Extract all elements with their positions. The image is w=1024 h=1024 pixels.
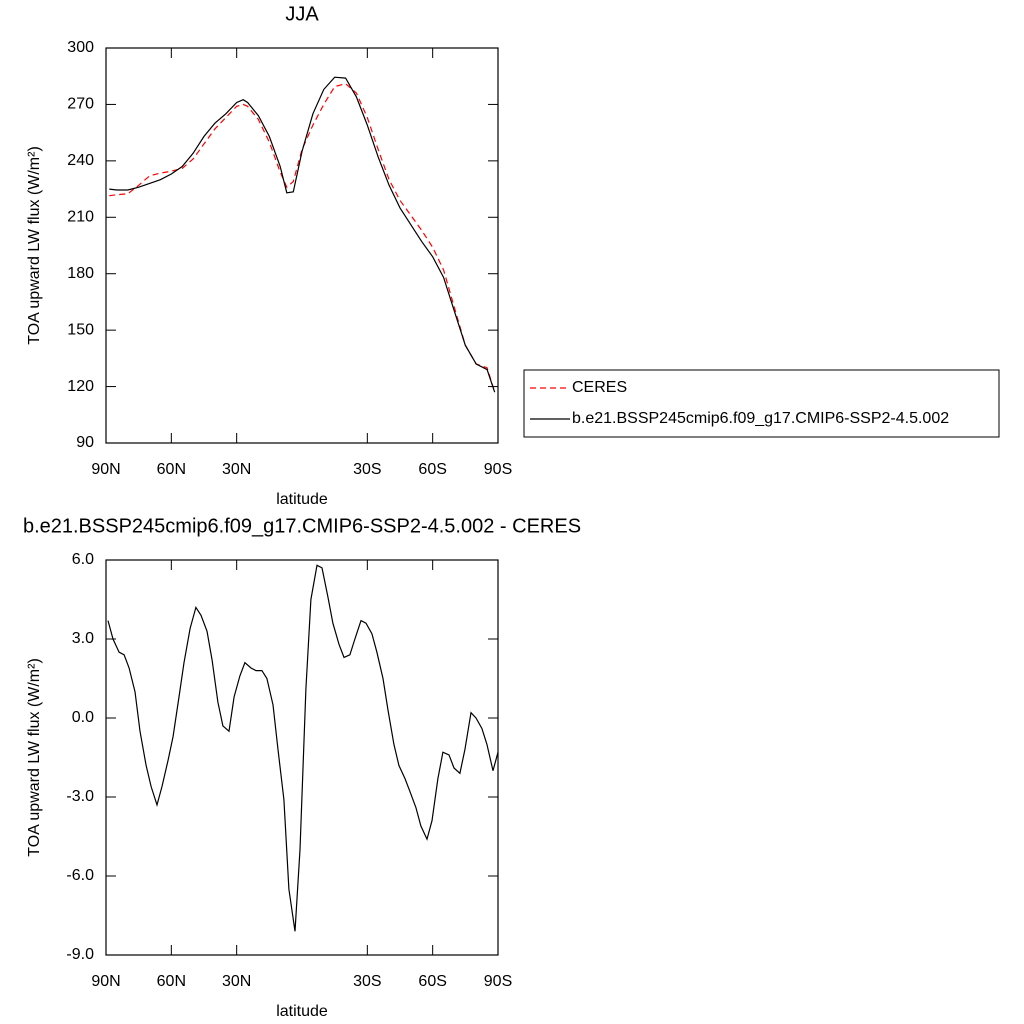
chart-title: b.e21.BSSP245cmip6.f09_g17.CMIP6-SSP2-4.… — [23, 515, 581, 537]
plot-frame — [105, 47, 499, 444]
y-tick-label: 6.0 — [72, 551, 94, 568]
plot-frame — [105, 559, 499, 956]
x-tick-label: 90N — [91, 461, 120, 478]
y-axis-label: TOA upward LW flux (W/m²) — [26, 146, 43, 345]
x-tick-label: 60N — [157, 973, 186, 990]
series-line — [109, 76, 496, 393]
x-axis-label: latitude — [276, 1003, 328, 1020]
legend-label: CERES — [572, 379, 627, 396]
y-tick-label: 120 — [67, 378, 94, 395]
y-tick-label: -6.0 — [66, 867, 94, 884]
y-tick-label: 3.0 — [72, 630, 94, 647]
series-line — [107, 564, 499, 932]
x-tick-label: 30N — [222, 461, 251, 478]
x-tick-label: 30N — [222, 973, 251, 990]
x-tick-label: 60S — [418, 973, 446, 990]
y-tick-label: 300 — [67, 39, 94, 56]
x-tick-label: 90N — [91, 973, 120, 990]
legend-box — [523, 369, 1000, 438]
x-tick-label: 90S — [484, 461, 512, 478]
legend-label: b.e21.BSSP245cmip6.f09_g17.CMIP6-SSP2-4.… — [572, 410, 949, 427]
y-tick-label: 180 — [67, 265, 94, 282]
x-tick-label: 30S — [353, 973, 381, 990]
x-axis-label: latitude — [276, 491, 328, 508]
y-tick-label: -9.0 — [66, 946, 94, 963]
y-tick-label: -3.0 — [66, 788, 94, 805]
y-tick-label: 90 — [76, 434, 94, 451]
chart-title: JJA — [285, 3, 319, 25]
y-axis-label: TOA upward LW flux (W/m²) — [26, 658, 43, 857]
y-tick-label: 270 — [67, 96, 94, 113]
y-tick-label: 150 — [67, 321, 94, 338]
x-tick-label: 60S — [418, 461, 446, 478]
x-tick-label: 60N — [157, 461, 186, 478]
x-tick-label: 90S — [484, 973, 512, 990]
series-line — [109, 83, 496, 393]
x-tick-label: 30S — [353, 461, 381, 478]
y-tick-label: 210 — [67, 209, 94, 226]
y-tick-label: 240 — [67, 152, 94, 169]
y-tick-label: 0.0 — [72, 709, 94, 726]
